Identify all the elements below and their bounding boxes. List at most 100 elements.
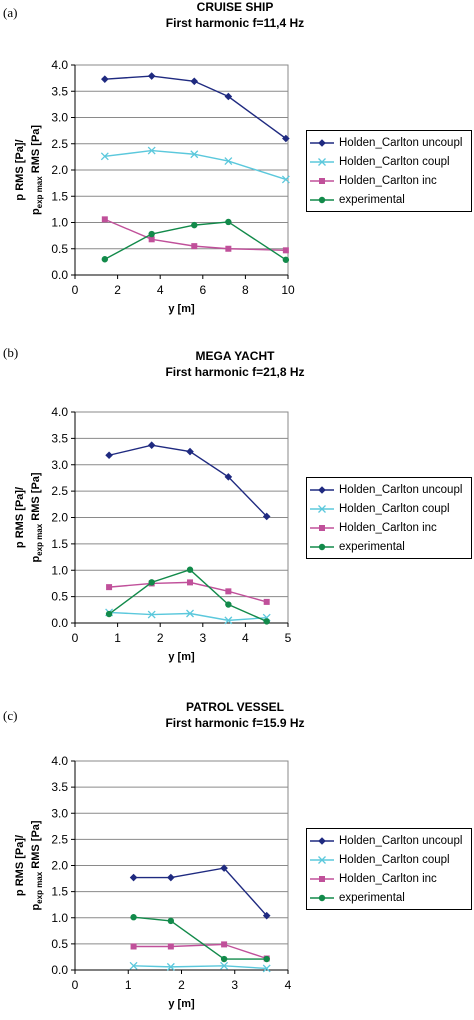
series — [101, 216, 289, 254]
x-tick-label: 0 — [72, 631, 79, 645]
series — [105, 566, 270, 625]
y-tick-label: 4.0 — [51, 754, 68, 768]
legend-entry: Holden_Carlton coupl — [307, 152, 471, 171]
data-point — [220, 955, 228, 963]
data-point — [166, 962, 175, 971]
panel-label: (b) — [3, 345, 19, 360]
data-point — [100, 152, 109, 161]
chart-subtitle: First harmonic f=21,8 Hz — [165, 365, 305, 379]
chart-subtitle: First harmonic f=15.9 Hz — [165, 716, 305, 730]
legend-label: Holden_Carlton inc — [339, 174, 437, 187]
x-tick-label: 0 — [72, 283, 79, 297]
data-point — [221, 941, 228, 948]
legend-swatch — [310, 875, 334, 882]
x-axis-label: y [m] — [168, 651, 195, 663]
x-tick-label: 8 — [242, 283, 249, 297]
series-line — [108, 444, 268, 517]
data-point — [167, 943, 174, 950]
x-tick-label: 0 — [72, 978, 79, 992]
legend-swatch — [310, 836, 334, 845]
series — [105, 441, 271, 521]
chart-panel-b: (b) MEGA YACHT First harmonic f=21,8 Hz … — [0, 340, 474, 680]
chart-legend: Holden_Carlton uncoupl Holden_Carlton cou… — [306, 828, 472, 910]
y-tick-label: 2.5 — [51, 137, 68, 151]
chart-legend: Holden_Carlton uncoupl Holden_Carlton cou… — [306, 130, 472, 212]
data-point — [147, 610, 156, 619]
y-tick-label: 2.0 — [51, 859, 68, 873]
x-axis-label: y [m] — [168, 303, 195, 315]
data-point — [130, 943, 137, 950]
x-tick-label: 2 — [178, 978, 185, 992]
legend-entry: Holden_Carlton coupl — [307, 499, 471, 518]
legend-entry: Holden_Carlton uncoupl — [307, 831, 471, 850]
data-point — [282, 256, 290, 263]
x-tick-label: 4 — [157, 283, 164, 297]
legend-swatch — [310, 138, 334, 147]
y-tick-label: 1.5 — [51, 537, 68, 551]
legend-label: Holden_Carlton coupl — [339, 502, 450, 515]
y-tick-label: 2.5 — [51, 832, 68, 846]
x-tick-label: 3 — [231, 978, 238, 992]
y-axis-label-line2: pexp max RMS [Pa] — [30, 125, 44, 215]
data-point — [190, 77, 199, 86]
series — [101, 218, 290, 263]
y-tick-label: 1.0 — [51, 563, 68, 577]
y-tick-label: 2.0 — [51, 511, 68, 525]
data-point — [225, 588, 232, 595]
x-tick-label: 1 — [114, 631, 121, 645]
data-point — [262, 911, 271, 920]
y-tick-label: 0.5 — [51, 590, 68, 604]
chart-subtitle: First harmonic f=11,4 Hz — [165, 16, 305, 30]
legend-swatch — [310, 855, 334, 864]
series-line — [133, 943, 267, 960]
legend-label: experimental — [339, 540, 405, 553]
y-axis-label: p RMS [Pa]/ — [14, 487, 26, 548]
data-point — [148, 579, 155, 586]
legend-label: experimental — [339, 193, 405, 206]
data-point — [224, 92, 233, 101]
legend-swatch — [310, 177, 334, 184]
data-point — [106, 584, 113, 591]
data-point — [167, 873, 175, 882]
x-tick-label: 2 — [157, 631, 164, 645]
data-point — [101, 75, 109, 83]
series-line — [104, 75, 287, 140]
chart-svg: 0.0 0.5 1.0 1.5 2.0 2.5 3.0 3.5 4.0 0 1 2 3 4 5 y [m] p … — [14, 405, 292, 663]
data-point — [225, 218, 232, 226]
x-tick-label: 1 — [125, 978, 132, 992]
legend-label: Holden_Carlton coupl — [339, 155, 450, 168]
y-tick-label: 2.5 — [51, 484, 68, 498]
legend-swatch — [310, 196, 334, 203]
data-point — [262, 964, 271, 973]
x-tick-label: 2 — [114, 283, 121, 297]
legend-label: Holden_Carlton coupl — [339, 853, 450, 866]
legend-swatch — [310, 543, 334, 550]
y-tick-label: 0.0 — [51, 963, 68, 977]
data-point — [263, 618, 270, 625]
legend-entry: experimental — [307, 888, 471, 907]
data-point — [281, 175, 290, 184]
data-point — [101, 216, 108, 223]
chart-title: PATROL VESSEL — [185, 700, 284, 714]
data-point — [263, 598, 270, 605]
data-point — [147, 72, 156, 80]
data-point — [147, 146, 156, 155]
series — [129, 864, 271, 920]
data-point — [190, 150, 199, 159]
data-point — [224, 473, 233, 481]
legend-label: Holden_Carlton uncoupl — [339, 136, 463, 149]
data-point — [101, 256, 109, 263]
y-tick-label: 3.5 — [51, 84, 68, 98]
data-point — [263, 955, 270, 963]
series — [106, 579, 270, 605]
series — [100, 146, 290, 184]
y-tick-label: 3.0 — [51, 111, 68, 125]
chart-panel-a: (a) CRUISE SHIP First harmonic f=11,4 Hz… — [0, 0, 474, 340]
legend-entry: experimental — [307, 537, 471, 556]
y-tick-label: 3.5 — [51, 431, 68, 445]
data-point — [129, 873, 138, 882]
data-point — [224, 157, 233, 166]
legend-entry: Holden_Carlton inc — [307, 171, 471, 190]
legend-label: Holden_Carlton inc — [339, 872, 437, 885]
x-tick-label: 4 — [242, 631, 249, 645]
